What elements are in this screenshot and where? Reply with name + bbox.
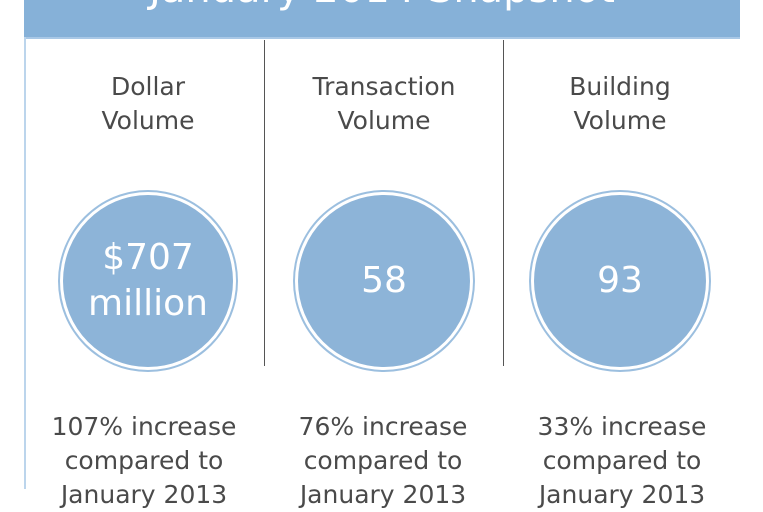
metric-circle: 58	[298, 195, 470, 367]
metric-circle: $707 million	[63, 195, 233, 367]
metric-label: Transaction Volume	[266, 70, 502, 138]
footnote-line: January 2013	[299, 480, 467, 509]
footnote-line: 76% increase	[298, 412, 468, 441]
label-line: Building	[569, 72, 671, 101]
footnote: 33% increase compared to January 2013	[504, 410, 740, 512]
label-line: Transaction	[312, 72, 456, 101]
transaction-volume-column: Transaction Volume 58	[266, 70, 502, 367]
footnote-line: compared to	[64, 446, 224, 475]
metric-value: $707 million	[88, 237, 208, 324]
footnote-line: January 2013	[60, 480, 228, 509]
header-banner: January 2014 Snapshot	[24, 0, 740, 39]
footnote-line: compared to	[542, 446, 702, 475]
left-border	[24, 37, 26, 489]
footnote: 76% increase compared to January 2013	[265, 410, 501, 512]
footnote-line: 33% increase	[537, 412, 707, 441]
metric-value: 93	[597, 260, 643, 301]
footnote: 107% increase compared to January 2013	[26, 410, 262, 512]
label-line: Dollar	[110, 72, 186, 101]
column-divider	[503, 40, 504, 366]
column-divider	[264, 40, 265, 366]
metric-label: Dollar Volume	[30, 70, 266, 138]
building-volume-column: Building Volume 93	[502, 70, 738, 367]
metric-label: Building Volume	[502, 70, 738, 138]
footnote-line: 107% increase	[51, 412, 237, 441]
dollar-volume-column: Dollar Volume $707 million	[30, 70, 266, 367]
metric-value: 58	[361, 260, 407, 301]
snapshot-title: January 2014 Snapshot	[24, 0, 740, 12]
label-line: Volume	[337, 106, 431, 135]
label-line: Volume	[101, 106, 195, 135]
label-line: Volume	[573, 106, 667, 135]
metric-circle: 93	[534, 195, 706, 367]
footnote-line: January 2013	[538, 480, 706, 509]
footnote-line: compared to	[303, 446, 463, 475]
